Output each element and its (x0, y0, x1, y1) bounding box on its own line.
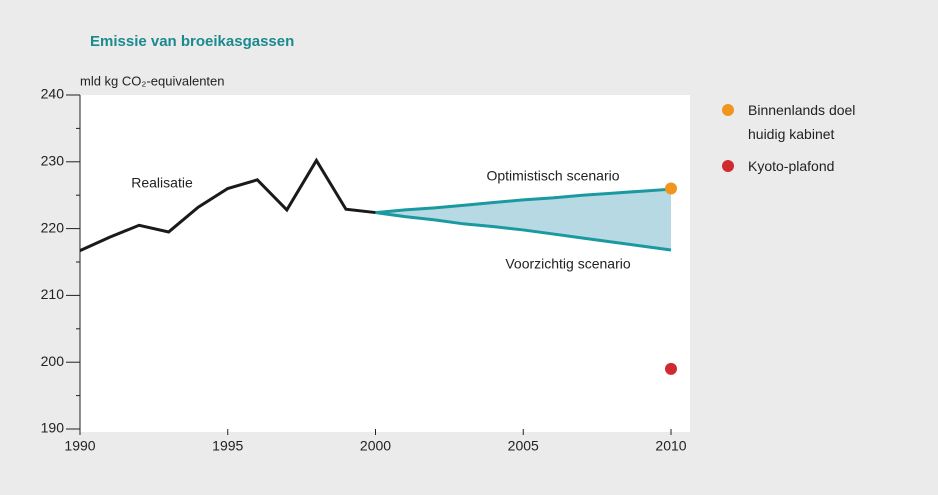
series-label: Voorzichtig scenario (505, 256, 631, 272)
legend-marker (722, 160, 734, 172)
y-axis-label: mld kg CO₂-equivalenten (80, 73, 225, 88)
point (665, 182, 677, 195)
y-tick-label: 210 (41, 286, 65, 302)
x-tick-label: 2000 (360, 438, 391, 454)
line (79, 157, 376, 253)
y-tick-label: 220 (41, 219, 65, 235)
series-label: Optimistisch scenario (486, 168, 619, 184)
y-tick-label: 230 (41, 153, 65, 169)
x-tick-label: 2010 (655, 438, 686, 454)
legend-item: Kyoto-plafond (720, 154, 870, 178)
line (375, 211, 672, 252)
chart-title: Emissie van broeikasgassen (90, 33, 294, 50)
legend: Binnenlands doel huidig kabinet Kyoto-pla… (720, 98, 870, 186)
y-tick-label: 190 (41, 420, 65, 436)
y-tick-label: 200 (41, 353, 65, 369)
x-tick-label: 2005 (508, 438, 539, 454)
legend-marker (722, 104, 734, 116)
plot-area (80, 95, 690, 432)
x-tick-label: 1995 (212, 438, 243, 454)
legend-label: Kyoto-plafond (748, 158, 835, 174)
scenario-band (375, 189, 671, 250)
point (665, 362, 677, 375)
series-label: Realisatie (131, 175, 193, 191)
legend-item: Binnenlands doel huidig kabinet (720, 98, 870, 146)
legend-label: Binnenlands doel huidig kabinet (748, 102, 856, 142)
y-tick-label: 240 (41, 86, 65, 102)
x-tick-label: 1990 (64, 438, 95, 454)
line (375, 187, 672, 215)
